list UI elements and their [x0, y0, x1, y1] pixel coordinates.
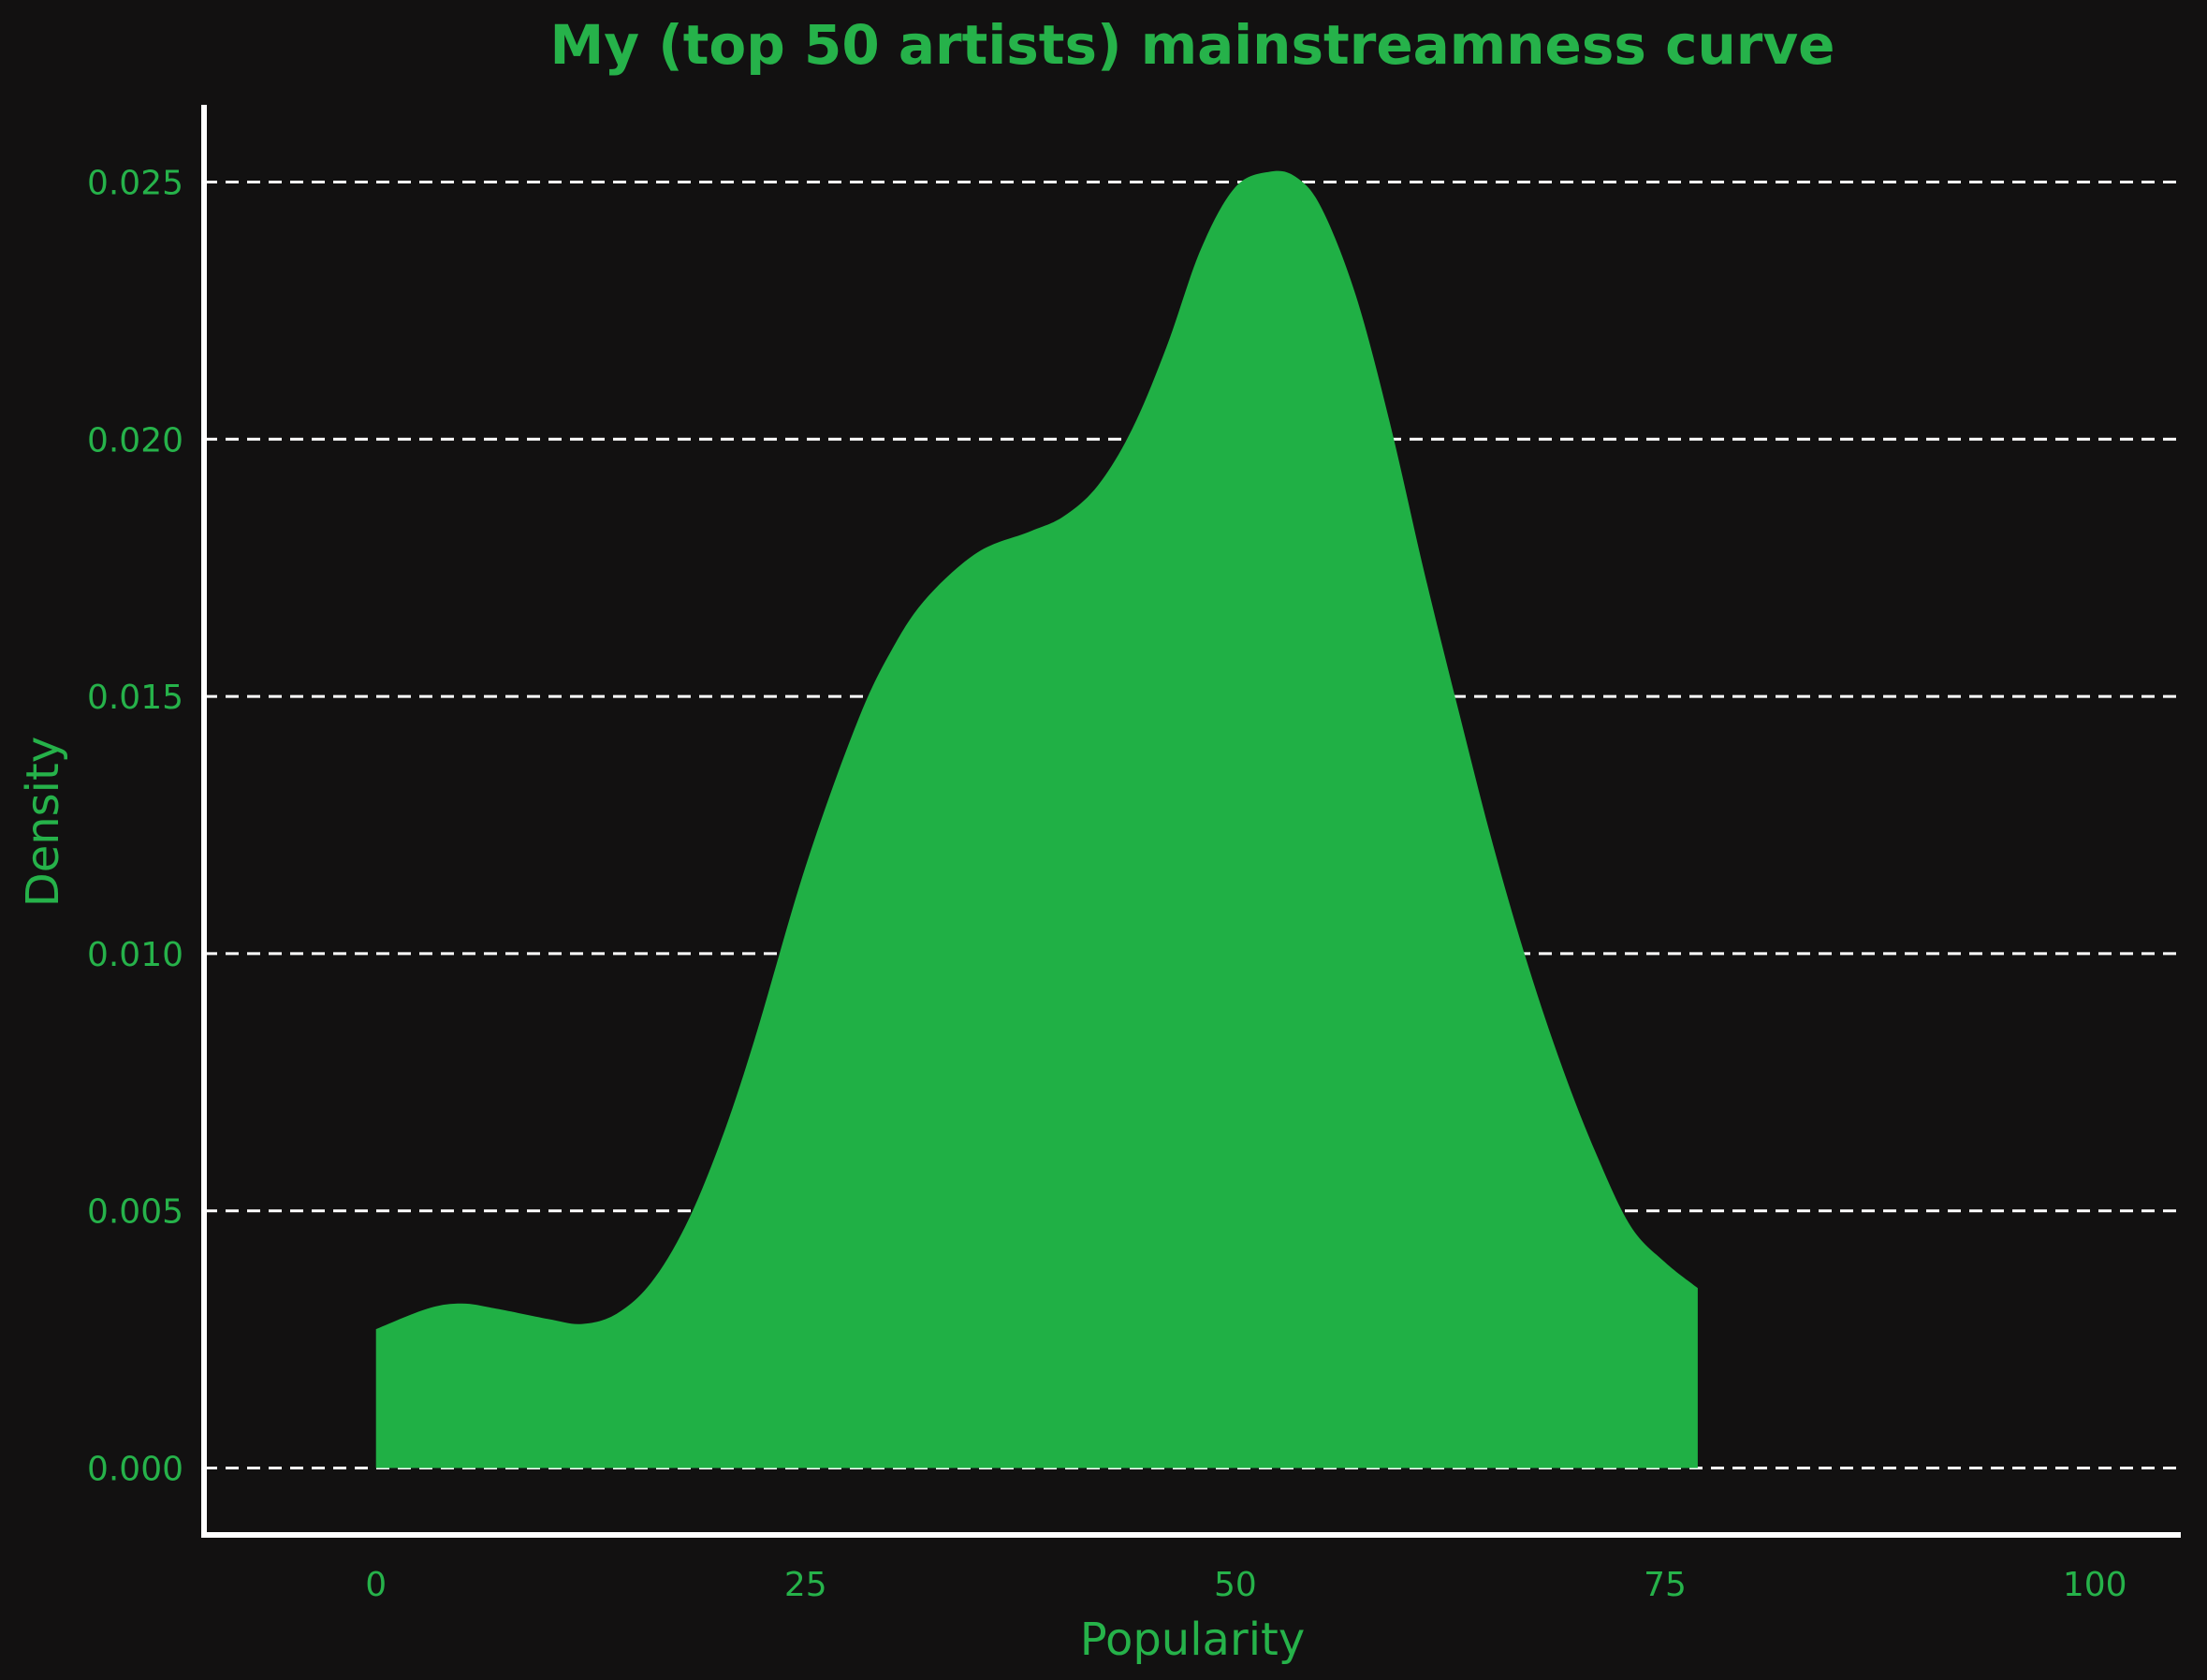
x-tick-labels: 0 25 50 75 100: [365, 1566, 2127, 1604]
x-tick-label-2: 50: [1214, 1566, 1257, 1604]
x-tick-label-1: 25: [784, 1566, 827, 1604]
x-tick-label-4: 100: [2063, 1566, 2127, 1604]
y-tick-label-1: 0.005: [87, 1193, 183, 1232]
y-tick-labels: 0.000 0.005 0.010 0.015 0.020 0.025: [87, 164, 183, 1488]
y-tick-label-4: 0.020: [87, 421, 183, 460]
y-tick-label-3: 0.015: [87, 679, 183, 717]
axes: [201, 105, 2181, 1538]
gridlines: [204, 180, 2181, 1470]
x-tick-label-0: 0: [365, 1566, 387, 1604]
y-tick-label-0: 0.000: [87, 1451, 183, 1489]
y-axis-label: Density: [17, 737, 69, 907]
chart-title: My (top 50 artists) mainstreamness curve: [549, 13, 1834, 77]
y-tick-label-5: 0.025: [87, 164, 183, 202]
y-tick-label-2: 0.010: [87, 936, 183, 974]
plot-area: [375, 170, 1698, 1468]
x-axis-label: Popularity: [1080, 1614, 1306, 1666]
x-tick-label-3: 75: [1644, 1566, 1687, 1604]
density-area-0: [375, 170, 1698, 1468]
